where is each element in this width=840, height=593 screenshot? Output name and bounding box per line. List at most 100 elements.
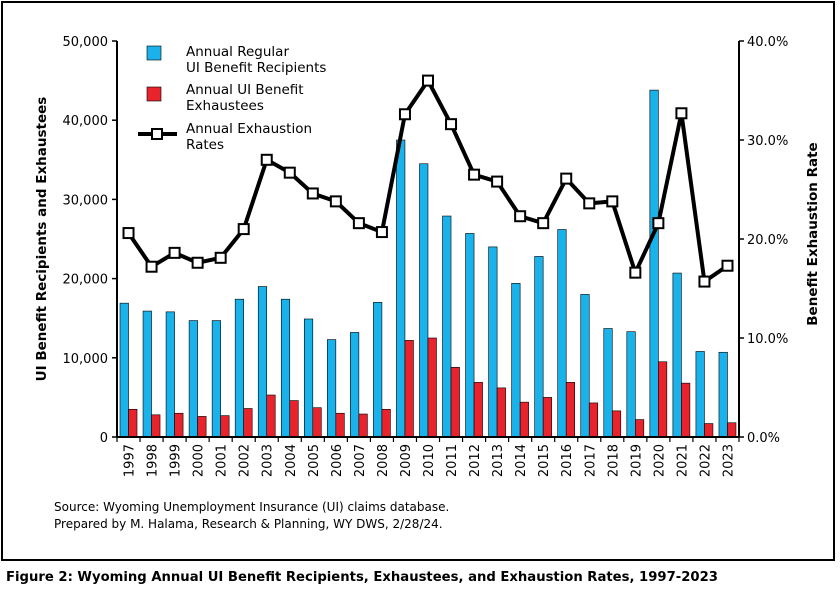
- bar-recipients: [419, 163, 429, 438]
- bar-exhaustees: [312, 407, 322, 438]
- bar-exhaustees: [289, 400, 299, 438]
- y-tick-label: 40,000: [63, 114, 109, 129]
- x-tick-label: 2023: [721, 444, 736, 477]
- legend-marker-exhaustion: [151, 128, 163, 140]
- exhaustion-rate-point: [606, 195, 619, 208]
- bar-exhaustees: [358, 413, 368, 438]
- y-tick-label: 10,000: [63, 352, 109, 367]
- bar-recipients: [257, 286, 268, 438]
- exhaustion-rate-point: [306, 187, 319, 200]
- x-tick-label: 1998: [146, 444, 161, 477]
- exhaustion-rate-point: [145, 260, 158, 273]
- x-tick-label: 2001: [215, 444, 230, 477]
- exhaustion-rate-point: [168, 246, 181, 259]
- bar-recipients: [557, 229, 567, 438]
- source-line-1: Source: Wyoming Unemployment Insurance (…: [54, 500, 450, 514]
- bar-exhaustees: [704, 423, 714, 438]
- legend-swatch-exhaustees: [146, 86, 162, 102]
- bar-recipients: [373, 302, 383, 438]
- exhaustion-rate-point: [445, 118, 458, 131]
- x-tick-label: 2012: [468, 444, 483, 477]
- x-tick-label: 2004: [284, 444, 299, 477]
- bar-recipients: [142, 310, 152, 438]
- bar-recipients: [280, 298, 291, 438]
- bar-recipients: [327, 339, 337, 438]
- legend-label-recipients: Annual Regular: [186, 44, 289, 60]
- y2-tick-label: 40.0%: [747, 35, 788, 50]
- legend-label-exhaustees: Exhaustees: [186, 98, 264, 114]
- x-tick-label: 2015: [537, 444, 552, 477]
- bar-exhaustees: [565, 382, 576, 438]
- bar-exhaustees: [473, 382, 483, 438]
- bar-recipients: [442, 215, 452, 438]
- bar-exhaustees: [174, 412, 184, 438]
- bar-recipients: [649, 89, 659, 438]
- bar-recipients: [672, 272, 682, 438]
- bar-recipients: [188, 320, 198, 438]
- exhaustion-rate-point: [514, 210, 527, 223]
- bar-exhaustees: [635, 419, 645, 438]
- exhaustion-rate-point: [214, 251, 227, 264]
- bar-exhaustees: [427, 337, 437, 438]
- legend-label-exhaustees: Annual UI Benefit: [186, 82, 304, 98]
- legend-swatch-recipients: [146, 45, 162, 61]
- exhaustion-rate-point: [422, 74, 434, 87]
- bar-exhaustees: [727, 422, 737, 438]
- y-axis-title: UI Benefit Recipients and Exhaustees: [34, 97, 50, 382]
- x-tick-label: 2013: [491, 444, 506, 477]
- bar-recipients: [234, 298, 244, 438]
- exhaustion-rate-point: [260, 153, 273, 166]
- bar-recipients: [511, 283, 521, 438]
- x-tick-label: 2000: [192, 444, 207, 477]
- y-tick-label: 20,000: [63, 273, 109, 288]
- bar-recipients: [626, 331, 636, 438]
- y2-tick-label: 30.0%: [747, 134, 788, 149]
- exhaustion-rate-point: [560, 172, 573, 185]
- bar-recipients: [534, 256, 544, 438]
- exhaustion-rate-point: [698, 275, 711, 288]
- bar-exhaustees: [335, 412, 345, 438]
- x-tick-label: 2008: [376, 444, 391, 477]
- legend-label-recipients: UI Benefit Recipients: [186, 60, 326, 76]
- bar-recipients: [303, 318, 314, 438]
- exhaustion-rate-point: [491, 175, 504, 188]
- bar-recipients: [488, 246, 498, 438]
- bar-recipients: [465, 233, 475, 438]
- x-tick-label: 2005: [307, 444, 322, 477]
- x-tick-label: 2007: [353, 444, 368, 477]
- bar-exhaustees: [266, 394, 276, 438]
- bar-recipients: [350, 332, 360, 438]
- y-tick-label: 30,000: [63, 193, 109, 208]
- x-tick-label: 2018: [606, 444, 621, 477]
- x-tick-label: 2010: [422, 444, 437, 477]
- exhaustion-rate-point: [375, 226, 388, 239]
- bar-recipients: [119, 302, 129, 438]
- bar-exhaustees: [496, 387, 506, 438]
- x-tick-label: 2019: [629, 444, 644, 477]
- bar-exhaustees: [519, 401, 529, 438]
- x-tick-label: 2014: [514, 444, 529, 477]
- bar-exhaustees: [151, 414, 161, 438]
- bar-exhaustees: [128, 408, 138, 438]
- exhaustion-rate-point: [329, 195, 342, 208]
- exhaustion-rate-point: [721, 259, 734, 272]
- bar-exhaustees: [611, 410, 622, 438]
- legend-label-exhaustion: Rates: [186, 137, 224, 153]
- y2-tick-label: 0.0%: [747, 431, 780, 446]
- exhaustion-rate-point: [398, 108, 411, 121]
- x-tick-label: 2016: [560, 444, 575, 477]
- bar-recipients: [396, 139, 406, 438]
- exhaustion-rate-point: [237, 223, 250, 236]
- bar-exhaustees: [542, 397, 552, 438]
- legend-label-exhaustion: Annual Exhaustion: [186, 121, 312, 137]
- y2-tick-label: 20.0%: [747, 233, 788, 248]
- x-tick-label: 2020: [652, 444, 667, 477]
- exhaustion-rate-point: [652, 217, 665, 230]
- bar-exhaustees: [404, 340, 414, 438]
- bar-exhaustees: [450, 367, 460, 438]
- exhaustion-rate-point: [629, 266, 642, 279]
- bar-exhaustees: [381, 408, 391, 438]
- exhaustion-rate-point: [352, 217, 365, 230]
- chart-frame: [1, 1, 835, 561]
